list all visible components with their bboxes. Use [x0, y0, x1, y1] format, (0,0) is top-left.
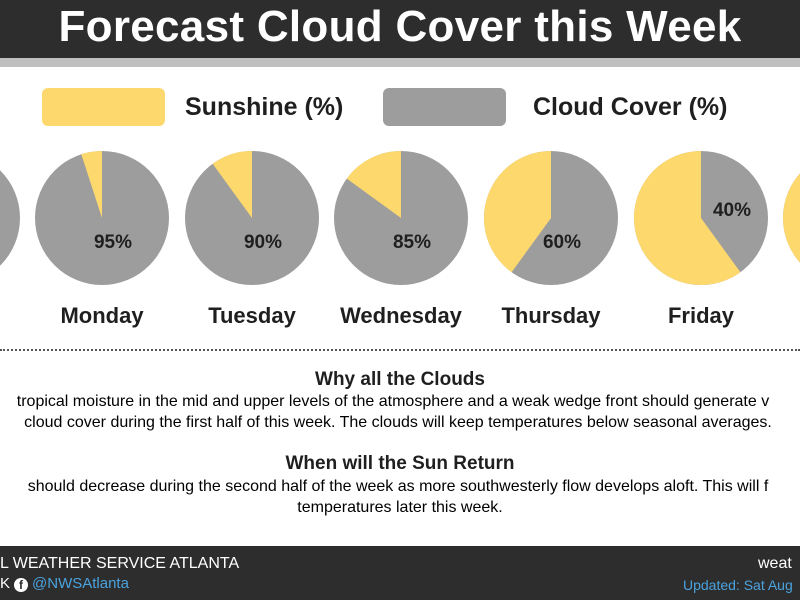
pie-value-label: 40% [713, 200, 751, 221]
pie-value-label: 85% [393, 232, 431, 253]
day-label: Monday [60, 303, 144, 328]
why-text-2: cloud cover during the first half of thi… [24, 414, 772, 431]
footer-org: L WEATHER SERVICE ATLANTA [0, 555, 240, 572]
sunshine-legend-label: Sunshine (%) [185, 93, 344, 121]
pie-partial-left [0, 170, 20, 266]
pie-chart-row: 95% Monday 90% Tuesday 85% Wednesday 60% Thursd… [0, 151, 800, 328]
pie-partial-right [783, 173, 800, 263]
pie-slice-sunshine [81, 151, 102, 218]
twitter-handle-link[interactable]: @NWSAtlanta [32, 575, 129, 592]
when-line-2: temperatures later this week. [0, 499, 800, 521]
pie-value-label: 95% [94, 232, 132, 253]
pie-slice-sunshine [212, 151, 252, 218]
facebook-icon[interactable]: f [14, 578, 29, 592]
pie-slice-cloud [0, 170, 20, 266]
when-text-2: temperatures later this week. [297, 499, 503, 516]
footer-site-link[interactable]: weat [758, 555, 792, 572]
pie-slice-sunshine [483, 151, 551, 273]
day-label: Tuesday [208, 303, 296, 328]
pie-slice-sunshine [633, 151, 741, 285]
pie-thursday: 60% Thursday [483, 151, 618, 328]
when-text-1: should decrease during the second half o… [27, 478, 769, 495]
cloud-legend-label: Cloud Cover (%) [533, 93, 728, 121]
sunshine-swatch [42, 88, 165, 126]
page-title: Forecast Cloud Cover this Week [58, 2, 742, 51]
section-divider [0, 349, 800, 351]
cloud-swatch [383, 88, 506, 126]
pie-tuesday: 90% Tuesday [185, 151, 319, 328]
when-line-1: should decrease during the second half o… [0, 478, 800, 500]
why-line-1: tropical moisture in the mid and upper l… [0, 393, 800, 415]
header-bar: Forecast Cloud Cover this Week [0, 0, 800, 58]
day-label: Thursday [501, 303, 601, 328]
footer-updated: Updated: Sat Aug [683, 577, 793, 593]
why-text-1: tropical moisture in the mid and upper l… [16, 393, 770, 410]
when-section: When will the Sun Return [0, 453, 800, 475]
pie-wednesday: 85% Wednesday [334, 151, 468, 328]
legend: Sunshine (%) Cloud Cover (%) [0, 88, 800, 126]
pie-slice-sunshine [346, 151, 401, 218]
footer-social-prefix: K [0, 575, 11, 592]
when-title: When will the Sun Return [285, 453, 515, 474]
header-band [0, 58, 800, 67]
why-line-2: cloud cover during the first half of thi… [0, 414, 800, 436]
pie-friday: 40% Friday [633, 151, 768, 328]
day-label: Friday [668, 303, 735, 328]
pie-value-label: 60% [543, 232, 581, 253]
why-section: Why all the Clouds [0, 369, 800, 391]
pie-monday: 95% Monday [35, 151, 169, 328]
pie-slice-sunshine [783, 173, 800, 263]
day-label: Wednesday [340, 303, 463, 328]
pie-value-label: 90% [244, 232, 282, 253]
why-title: Why all the Clouds [315, 369, 485, 390]
